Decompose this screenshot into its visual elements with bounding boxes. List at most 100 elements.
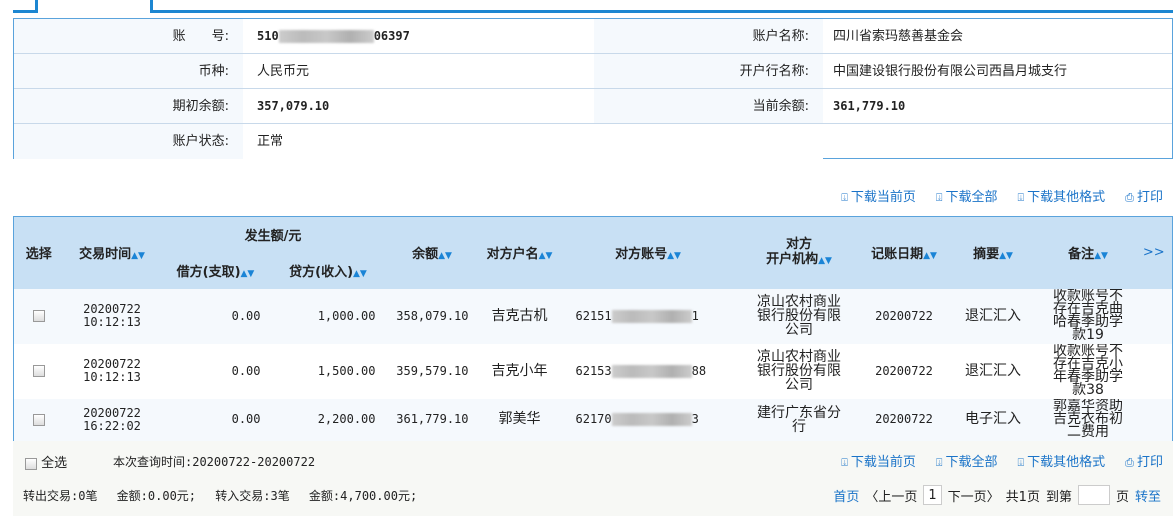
printer-icon: ⎙ [1125, 191, 1134, 204]
row-checkbox[interactable] [32, 310, 45, 322]
cell-post-date: 20200722 [862, 398, 946, 442]
header-cp-bank[interactable]: 对方 开户机构▲▼ [735, 216, 863, 289]
masked-digits [611, 309, 692, 323]
cell-cp-account: 62170 3 [560, 398, 736, 442]
header-credit[interactable]: 贷方(收入)▲▼ [270, 252, 386, 289]
download-other-link[interactable]: ⍗ 下载其他格式 [1017, 455, 1106, 470]
header-debit[interactable]: 借方(支取)▲▼ [160, 252, 271, 289]
empty-cell [1135, 398, 1173, 442]
header-select: 选择 [13, 216, 64, 289]
cell-post-date: 20200722 [862, 288, 946, 344]
goto-prefix: 到第 [1045, 489, 1072, 505]
bottom-toolbar: ⍗ 下载当前页 ⍗ 下载全部 ⍗ 下载其他格式 ⎙ 打印 [841, 451, 1163, 470]
download-other-link[interactable]: ⍗ 下载其他格式 [1017, 190, 1106, 205]
header-balance[interactable]: 余额▲▼ [385, 216, 479, 289]
cell-remark: 郭嘉华资助吉克衣布初二费用 [1040, 398, 1136, 442]
goto-button[interactable]: 转至 [1134, 489, 1161, 505]
sort-icon[interactable]: ▲▼ [538, 251, 553, 262]
cell-cp-account: 62153 88 [575, 363, 707, 378]
table-footer: 全选 本次查询时间:20200722-20200722 ⍗ 下载当前页 ⍗ 下载全部… [13, 441, 1173, 516]
row-checkbox[interactable] [32, 365, 45, 377]
header-cp-account[interactable]: 对方账号▲▼ [560, 216, 736, 289]
current-balance-value: 361,779.10 [833, 99, 906, 113]
header-remark[interactable]: 备注▲▼ [1040, 216, 1136, 289]
sort-icon[interactable]: ▲▼ [1094, 251, 1108, 262]
sort-icon[interactable]: ▲▼ [438, 251, 452, 262]
top-toolbar: ⍗ 下载当前页 ⍗ 下载全部 ⍗ 下载其他格式 ⎙ 打印 [841, 186, 1163, 205]
account-name-value: 四川省索玛慈善基金会 [833, 29, 964, 44]
row-checkbox-cell[interactable] [14, 344, 64, 399]
select-all[interactable]: 全选 [25, 452, 67, 471]
download-icon: ⍗ [1017, 191, 1025, 204]
cell-cp-name: 郭美华 [478, 398, 561, 442]
account-no-value: 510 06397 [243, 19, 594, 53]
empty-cell [1136, 344, 1173, 399]
masked-digits [278, 30, 374, 43]
sort-icon[interactable]: ▲▼ [353, 269, 367, 279]
first-page-link[interactable]: 首页 [833, 489, 860, 505]
currency-value: 人民币元 [243, 54, 594, 88]
download-all-link[interactable]: ⍗ 下载全部 [935, 455, 998, 470]
header-time[interactable]: 交易时间▲▼ [63, 216, 161, 289]
cell-summary: 退汇汇入 [965, 362, 1021, 379]
transaction-summary: 转出交易:0笔 金额:0.00元; 转入交易:3笔 金额:4,700.00元; [23, 489, 418, 503]
account-name-label: 账户名称: [594, 19, 823, 53]
opening-balance-value: 357,079.10 [243, 89, 594, 123]
download-all-link[interactable]: ⍗ 下载全部 [935, 190, 998, 205]
total-pages: 共1页 [1005, 489, 1040, 505]
header-amount-group: 发生额/元 [160, 216, 386, 253]
sort-icon[interactable]: ▲▼ [923, 251, 937, 262]
header-cp-name[interactable]: 对方户名▲▼ [478, 216, 561, 289]
prev-page-link[interactable]: 〈上一页 [865, 489, 918, 505]
cell-debit: 0.00 [160, 288, 271, 344]
download-page-link[interactable]: ⍗ 下载当前页 [841, 190, 916, 205]
download-page-link[interactable]: ⍗ 下载当前页 [841, 455, 916, 470]
printer-icon: ⎙ [1125, 456, 1134, 469]
cell-debit: 0.00 [231, 363, 261, 378]
header-summary[interactable]: 摘要▲▼ [945, 216, 1041, 289]
pagination: 首页 〈上一页 1 下一页〉 共1页 到第 页 转至 [833, 485, 1161, 505]
more-columns-button[interactable]: >> [1135, 216, 1173, 289]
header-post-date[interactable]: 记账日期▲▼ [862, 216, 946, 289]
cell-cp-name: 吉克古机 [478, 288, 561, 344]
select-all-checkbox[interactable] [25, 457, 37, 470]
download-icon: ⍗ [935, 456, 943, 469]
table-row[interactable]: 20200722 16:22:02 0.00 2,200.00 361,779.1… [13, 398, 1173, 442]
sort-icon[interactable]: ▲▼ [999, 251, 1013, 262]
empty-cell [594, 124, 823, 159]
transaction-table: 选择 交易时间▲▼ 发生额/元 余额▲▼ 对方户名▲▼ 对方账号▲▼ 对方 开户机… [13, 216, 1173, 442]
sort-icon[interactable]: ▲▼ [667, 251, 681, 262]
row-checkbox[interactable] [32, 413, 45, 426]
status-value: 正常 [243, 124, 594, 159]
currency-label: 币种: [14, 54, 243, 88]
cell-remark: 收款账号不存在吉克小年春季助学款38 [1053, 343, 1123, 398]
cell-balance: 358,079.10 [385, 288, 479, 344]
table-row[interactable]: 20200722 10:12:13 0.00 1,000.00 358,079.1… [13, 288, 1173, 344]
account-no-label: 账 号: [14, 19, 243, 53]
sort-icon[interactable]: ▲▼ [240, 269, 255, 279]
download-icon: ⍗ [1017, 456, 1025, 469]
empty-cell [823, 124, 1172, 159]
current-page[interactable]: 1 [923, 485, 942, 505]
sort-icon[interactable]: ▲▼ [818, 255, 832, 266]
next-page-link[interactable]: 下一页〉 [947, 489, 1000, 505]
table-row[interactable]: 20200722 10:12:13 0.00 1,500.00 359,579.1… [14, 344, 1173, 399]
cell-cp-bank: 建行广东省分行 [735, 398, 863, 442]
opening-balance-label: 期初余额: [14, 89, 243, 123]
row-checkbox-cell[interactable] [13, 288, 64, 344]
row-checkbox-cell[interactable] [13, 398, 64, 442]
goto-suffix: 页 [1115, 489, 1129, 505]
print-link[interactable]: ⎙ 打印 [1125, 455, 1163, 470]
cell-cp-bank: 凉山农村商业银行股份有限公司 [735, 288, 863, 344]
cell-credit: 2,200.00 [270, 398, 386, 442]
sort-icon[interactable]: ▲▼ [131, 251, 145, 262]
download-icon: ⍗ [935, 191, 943, 204]
tab-left-edge [13, 0, 38, 13]
empty-cell [1135, 288, 1173, 344]
cell-remark: 收款账号不存在吉克曲哈春季助学款19 [1040, 288, 1136, 344]
status-label: 账户状态: [14, 124, 243, 159]
goto-page-input[interactable] [1077, 485, 1110, 505]
tab-right-edge [150, 0, 1173, 13]
download-icon: ⍗ [841, 191, 848, 204]
print-link[interactable]: ⎙ 打印 [1125, 190, 1163, 205]
